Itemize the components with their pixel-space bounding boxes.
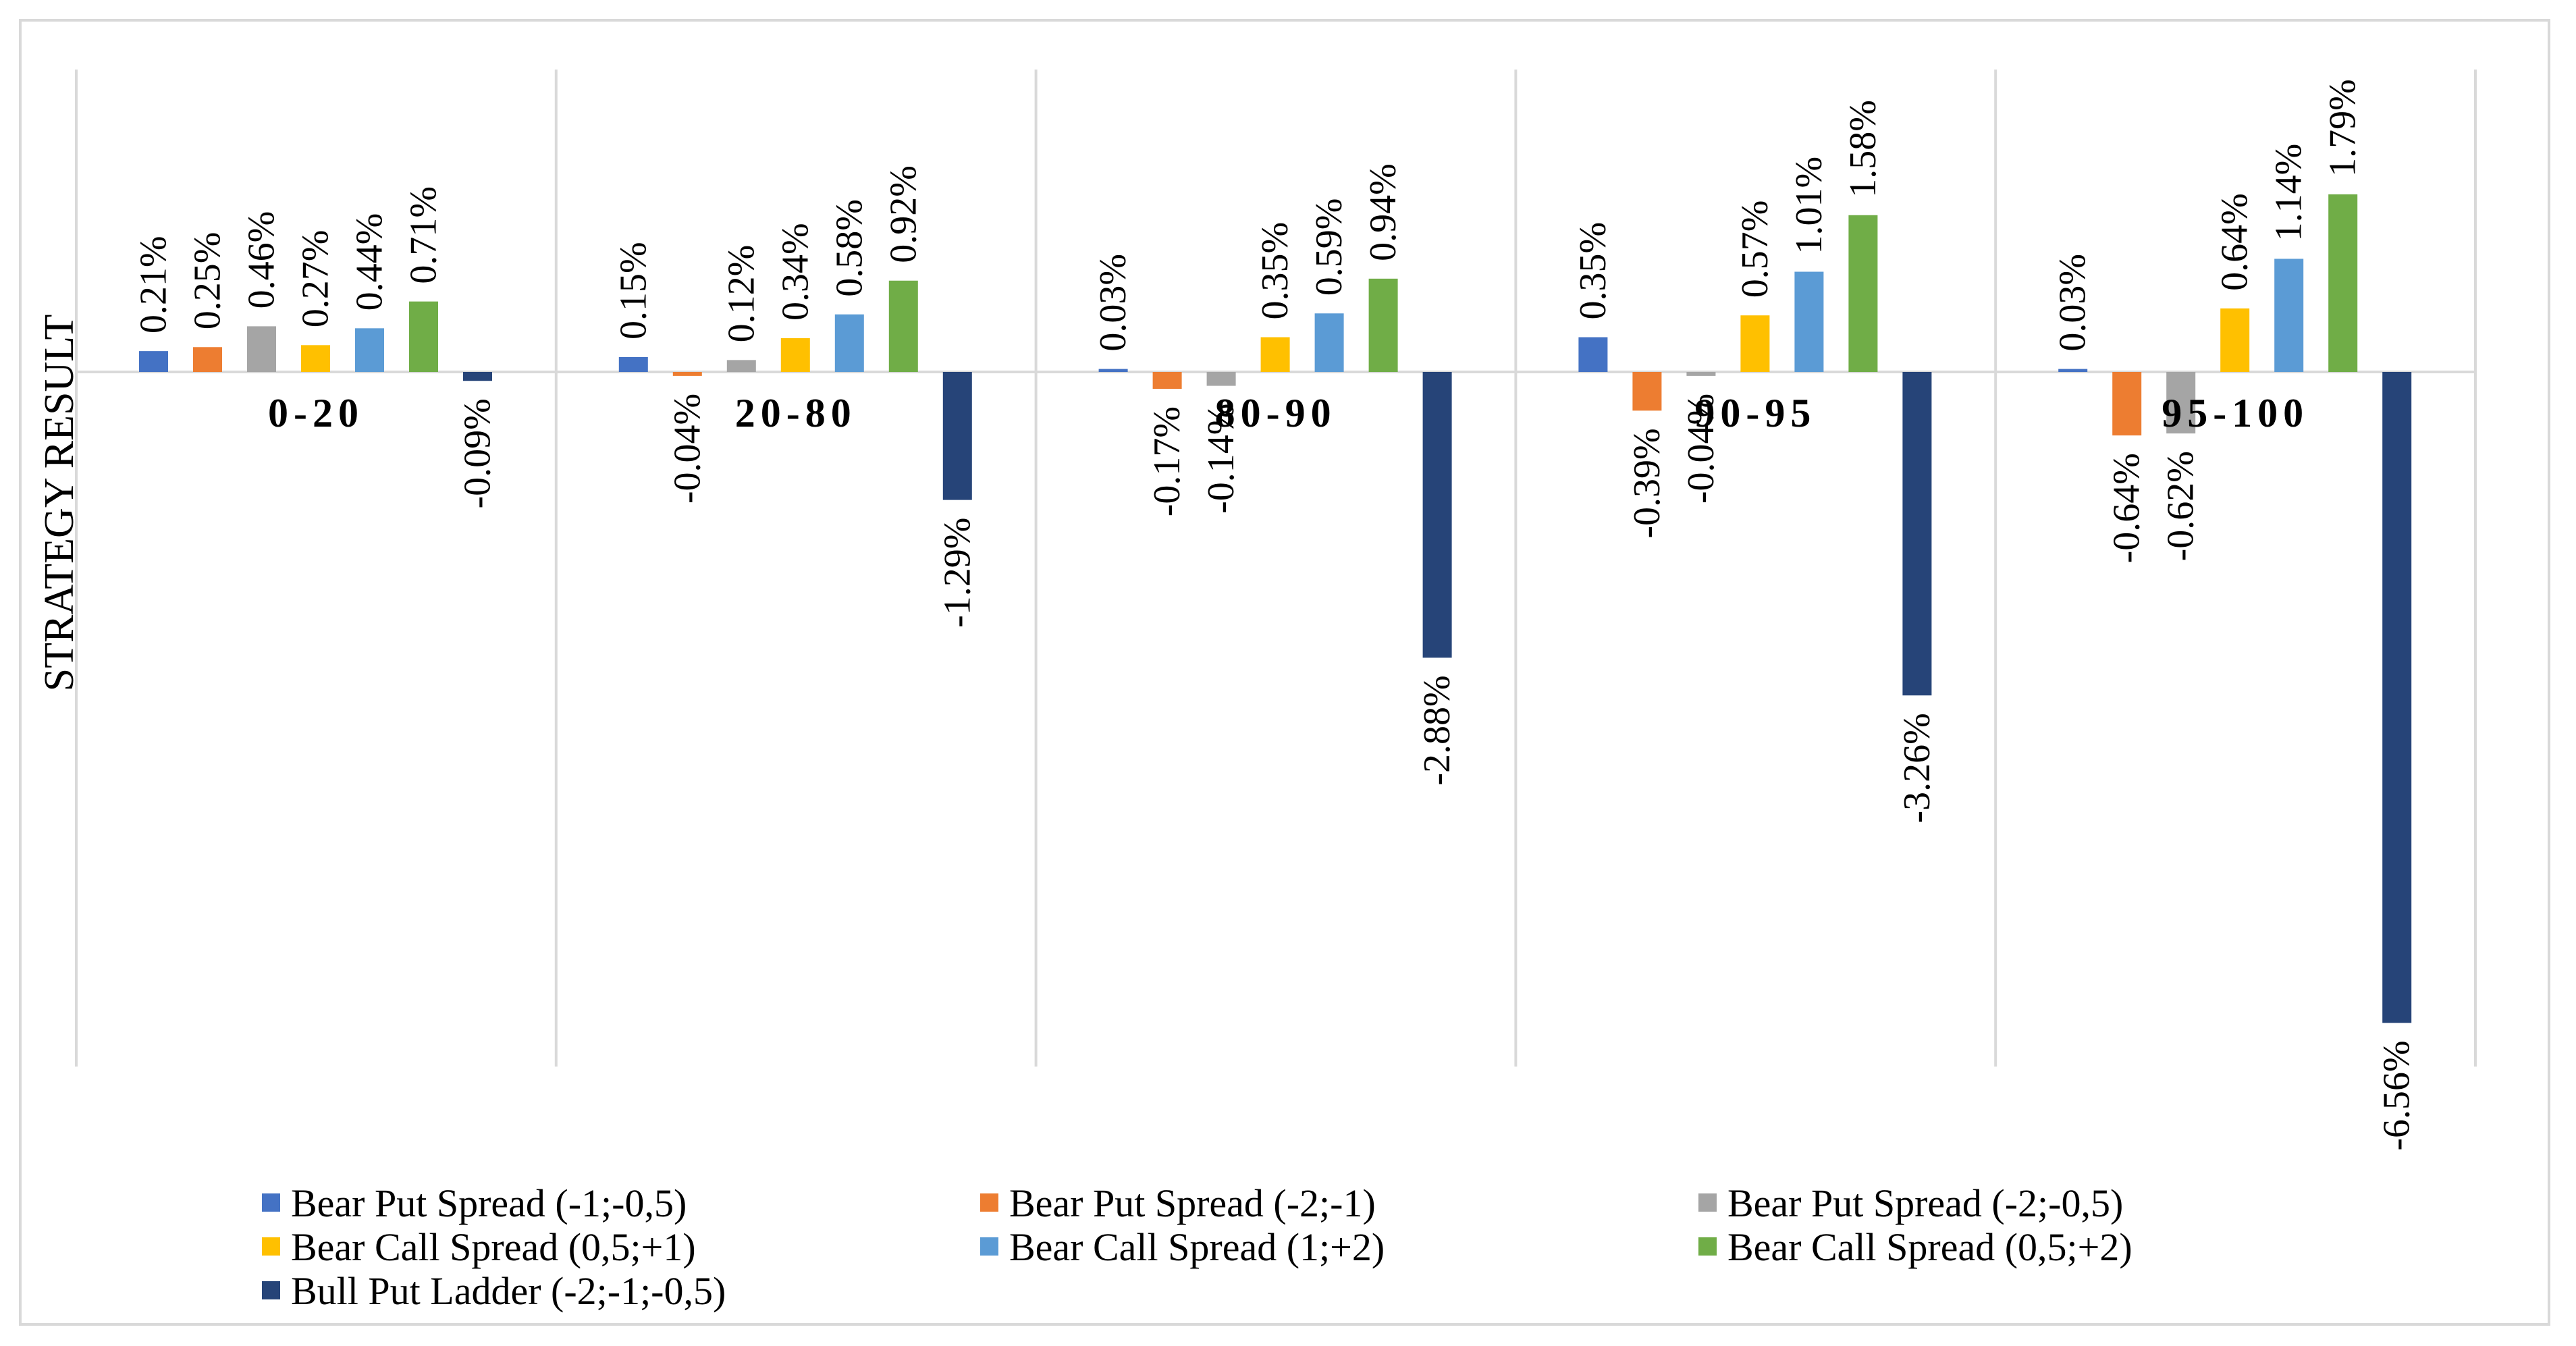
- data-label: 0.92%: [882, 165, 924, 263]
- data-label: 0.94%: [1362, 163, 1404, 261]
- bar-bear-call-spread-0-5-1-95-100: [2220, 308, 2250, 372]
- bar-bear-put-spread-1-0-5-0-20: [139, 351, 168, 372]
- bar-bear-put-spread-2-1-20-80: [672, 372, 702, 376]
- bars: [139, 194, 2412, 1023]
- data-label: 1.79%: [2322, 79, 2364, 177]
- data-label: 0.21%: [133, 236, 175, 333]
- bar-bear-call-spread-0-5-2-20-80: [888, 280, 918, 372]
- data-label: -1.29%: [936, 518, 978, 628]
- bar-bear-call-spread-0-5-1-80-90: [1260, 337, 1290, 372]
- data-label: -0.14%: [1200, 404, 1242, 514]
- bar-bear-put-spread-2-1-95-100: [2112, 372, 2142, 436]
- data-label: 0.27%: [295, 230, 337, 328]
- bar-bear-call-spread-0-5-2-0-20: [409, 301, 438, 372]
- legend-swatch-bear-call-spread-1-2: [980, 1237, 998, 1256]
- data-label: -0.39%: [1626, 428, 1668, 538]
- legend-label: Bull Put Ladder (-2;-1;-0,5): [291, 1269, 726, 1313]
- data-label: -2.88%: [1416, 675, 1458, 785]
- legend-label: Bear Call Spread (1;+2): [1009, 1225, 1385, 1269]
- bar-bull-put-ladder-2-1-0-5-0-20: [463, 372, 492, 381]
- x-tick-label: 0-20: [268, 391, 364, 435]
- legend: Bear Put Spread (-1;-0,5) Bear Put Spread…: [262, 1181, 2132, 1313]
- x-tick-label: 80-90: [1215, 391, 1337, 435]
- bar-bear-call-spread-0-5-1-20-80: [780, 338, 810, 372]
- bar-bear-put-spread-1-0-5-80-90: [1098, 369, 1128, 372]
- bar-bear-put-spread-2-0-5-20-80: [726, 360, 756, 372]
- legend-label: Bear Put Spread (-2;-0,5): [1727, 1181, 2123, 1225]
- data-label: 0.46%: [241, 211, 283, 309]
- legend-label: Bear Put Spread (-2;-1): [1009, 1181, 1376, 1225]
- bar-bear-put-spread-2-0-5-95-100: [2166, 372, 2196, 434]
- legend-swatch-bear-put-spread-2-0-5: [1698, 1193, 1717, 1212]
- data-label: -3.26%: [1896, 713, 1938, 823]
- data-labels: 0.21% 0.15% 0.03% 0.35% 0.03% 0.25% -0.04% -0.1…: [133, 79, 2418, 1150]
- chart-frame: [19, 19, 2550, 1326]
- bar-bear-put-spread-1-0-5-20-80: [618, 356, 648, 372]
- bar-bear-call-spread-1-2-0-20: [355, 328, 384, 372]
- bar-bear-put-spread-2-0-5-80-90: [1206, 372, 1236, 386]
- data-label: -0.09%: [457, 398, 499, 508]
- data-label: 0.58%: [828, 199, 870, 297]
- bar-bear-put-spread-2-1-0-20: [193, 347, 222, 372]
- x-tick-label: 90-95: [1694, 391, 1816, 435]
- legend-swatch-bull-put-ladder-2-1-0-5: [262, 1281, 280, 1299]
- bar-bear-put-spread-2-1-80-90: [1152, 372, 1182, 389]
- legend-label: Bear Put Spread (-1;-0,5): [291, 1181, 687, 1225]
- bar-bear-put-spread-2-0-5-90-95: [1686, 372, 1716, 376]
- data-label: 0.12%: [720, 245, 762, 343]
- bar-bear-call-spread-1-2-90-95: [1794, 271, 1824, 372]
- bar-bear-put-spread-1-0-5-90-95: [1578, 337, 1608, 372]
- bar-bear-call-spread-0-5-2-95-100: [2328, 194, 2358, 372]
- bar-bear-call-spread-1-2-80-90: [1314, 313, 1344, 372]
- data-label: 0.71%: [403, 186, 445, 284]
- y-axis-label: STRATEGY RESULT: [36, 315, 82, 692]
- data-label: 0.35%: [1572, 222, 1614, 320]
- bar-bear-call-spread-0-5-2-80-90: [1368, 278, 1398, 372]
- data-label: 0.25%: [187, 232, 229, 330]
- data-label: 0.03%: [2052, 254, 2094, 352]
- data-label: 0.64%: [2214, 193, 2256, 291]
- data-label: -0.17%: [1146, 406, 1188, 516]
- bar-bear-call-spread-0-5-1-90-95: [1740, 315, 1770, 372]
- data-label: 1.01%: [1788, 157, 1830, 254]
- data-label: -6.56%: [2376, 1040, 2418, 1150]
- bar-bear-call-spread-0-5-1-0-20: [301, 345, 330, 372]
- data-label: 0.57%: [1734, 200, 1776, 298]
- data-label: -0.04%: [666, 394, 708, 504]
- bar-bull-put-ladder-2-1-0-5-20-80: [942, 372, 972, 500]
- bar-bull-put-ladder-2-1-0-5-90-95: [1902, 372, 1932, 696]
- category-tick-labels: 0-20 20-80 80-90 90-95 95-100: [268, 391, 2309, 435]
- data-label: -0.04%: [1680, 394, 1722, 504]
- gridlines: [75, 70, 2477, 1067]
- legend-swatch-bear-put-spread-1-0-5: [262, 1193, 280, 1212]
- data-label: 0.03%: [1092, 254, 1134, 352]
- bar-bull-put-ladder-2-1-0-5-80-90: [1422, 372, 1452, 658]
- data-label: 0.34%: [774, 223, 816, 321]
- data-label: 0.59%: [1308, 198, 1350, 296]
- bar-bear-call-spread-1-2-20-80: [834, 314, 864, 372]
- legend-swatch-bear-put-spread-2-1: [980, 1193, 998, 1212]
- data-label: 0.44%: [349, 213, 391, 311]
- legend-label: Bear Call Spread (0,5;+1): [291, 1225, 696, 1269]
- data-label: 0.35%: [1254, 222, 1296, 320]
- data-label: 0.15%: [612, 242, 654, 340]
- bar-bear-put-spread-2-1-90-95: [1632, 372, 1662, 411]
- data-label: 1.58%: [1842, 100, 1884, 198]
- data-label: 1.14%: [2268, 144, 2310, 242]
- bar-bear-call-spread-0-5-2-90-95: [1848, 215, 1878, 372]
- legend-label: Bear Call Spread (0,5;+2): [1727, 1225, 2132, 1269]
- x-tick-label: 20-80: [735, 391, 857, 435]
- bar-bear-put-spread-2-0-5-0-20: [247, 326, 276, 372]
- x-tick-label: 95-100: [2162, 391, 2309, 435]
- bar-bull-put-ladder-2-1-0-5-95-100: [2382, 372, 2412, 1023]
- bar-bear-put-spread-1-0-5-95-100: [2058, 369, 2088, 372]
- data-label: -0.64%: [2106, 453, 2148, 563]
- data-label: -0.62%: [2160, 451, 2202, 561]
- bar-bear-call-spread-1-2-95-100: [2274, 259, 2304, 372]
- legend-swatch-bear-call-spread-0-5-1: [262, 1237, 280, 1256]
- legend-swatch-bear-call-spread-0-5-2: [1698, 1237, 1717, 1256]
